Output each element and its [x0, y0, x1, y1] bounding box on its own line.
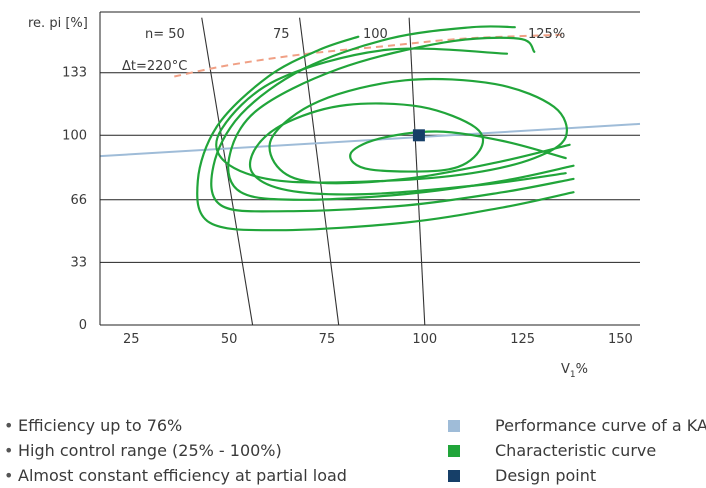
legend-label: Performance curve of a KA	[495, 416, 706, 435]
legend: Performance curve of a KA Characteristic…	[448, 413, 706, 488]
bullet-symbol: •	[4, 441, 14, 460]
x-tick-label: 75	[319, 332, 336, 347]
x-axis-label: V1%	[561, 362, 588, 380]
characteristic-curve	[196, 35, 575, 232]
feature-item: • High control range (25% - 100%)	[4, 438, 347, 463]
legend-label: Design point	[495, 466, 597, 485]
legend-item-design-point: Design point	[448, 463, 706, 488]
characteristic-curve	[227, 36, 575, 201]
bullet-symbol: •	[4, 416, 14, 435]
x-tick-label: 25	[123, 332, 140, 347]
x-tick-label: 150	[608, 332, 633, 347]
design-point-group	[412, 129, 425, 142]
y-tick-label: 33	[70, 255, 87, 270]
y-tick-label: 0	[79, 318, 87, 333]
grid-lines	[100, 72, 640, 263]
characteristic-curves	[196, 25, 575, 232]
y-tick-label: 100	[62, 128, 87, 143]
legend-swatch	[448, 445, 460, 457]
characteristic-curve	[215, 47, 571, 185]
feature-item: • Efficiency up to 76%	[4, 413, 347, 438]
performance-curve	[99, 122, 641, 158]
x-tick-label: 100	[412, 332, 437, 347]
feature-text: High control range (25% - 100%)	[18, 441, 282, 460]
feature-text: Efficiency up to 76%	[18, 416, 183, 435]
y-axis-label: re. pi [%]	[28, 16, 88, 31]
feature-list: • Efficiency up to 76% • High control rang…	[4, 413, 347, 488]
characteristic-curve	[210, 25, 575, 213]
chart: 0 33 66 100 133 25 50 75 100 125 150 re. pi [%] V1…	[28, 11, 641, 380]
x-tick-label: 125	[510, 332, 535, 347]
speed-line	[201, 17, 254, 326]
temperature-annotation: Δt=220°C	[122, 59, 187, 74]
speed-label-75: 75	[273, 27, 290, 42]
legend-swatch	[448, 470, 460, 482]
feature-item: • Almost constant efficiency at partial l…	[4, 463, 347, 488]
speed-label-125: 125%	[528, 27, 565, 42]
performance-curve-group	[99, 122, 641, 158]
bullet-symbol: •	[4, 466, 14, 485]
legend-swatch	[448, 420, 460, 432]
legend-item-characteristic: Characteristic curve	[448, 438, 706, 463]
speed-label-50: n= 50	[145, 27, 185, 42]
design-point	[412, 129, 425, 142]
x-tick-label: 50	[221, 332, 238, 347]
y-tick-label: 66	[70, 193, 87, 208]
characteristic-curve	[248, 102, 567, 196]
feature-text: Almost constant efficiency at partial lo…	[18, 466, 347, 485]
speed-label-100: 100	[363, 27, 388, 42]
tick-labels: 0 33 66 100 133 25 50 75 100 125 150	[62, 66, 633, 347]
y-tick-label: 133	[62, 66, 87, 81]
legend-label: Characteristic curve	[495, 441, 657, 460]
axes	[99, 11, 640, 326]
legend-item-performance: Performance curve of a KA	[448, 413, 706, 438]
